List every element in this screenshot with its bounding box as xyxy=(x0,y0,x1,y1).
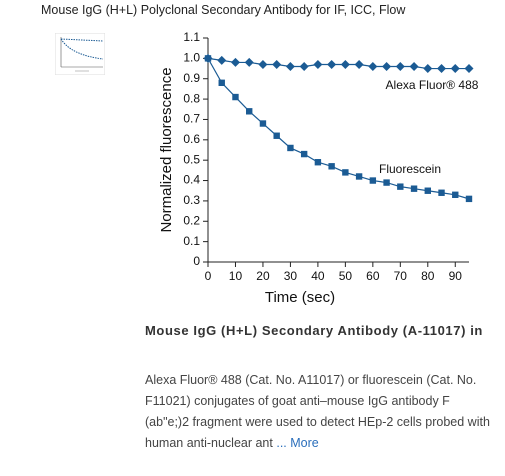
data-point xyxy=(450,64,460,74)
x-tick-label: 10 xyxy=(229,269,243,283)
y-tick-label: 0.8 xyxy=(183,91,200,105)
y-tick-label: 0.5 xyxy=(183,152,200,166)
data-point xyxy=(258,59,268,69)
data-point xyxy=(218,79,225,86)
y-tick-label: 0.1 xyxy=(183,234,200,248)
x-tick-label: 70 xyxy=(394,269,408,283)
thumbnail[interactable] xyxy=(55,33,105,75)
data-point xyxy=(300,150,308,158)
page-title: Mouse IgG (H+L) Polyclonal Secondary Ant… xyxy=(41,3,406,17)
caption-text: Alexa Fluor® 488 (Cat. No. A11017) or fl… xyxy=(145,370,495,454)
y-tick-label: 1.0 xyxy=(183,51,200,65)
y-tick-label: 0.3 xyxy=(183,193,200,207)
data-point xyxy=(230,57,240,67)
data-point xyxy=(397,183,404,190)
data-point xyxy=(382,62,392,72)
x-tick-label: 80 xyxy=(421,269,435,283)
data-point xyxy=(287,144,294,152)
data-point xyxy=(340,59,350,69)
data-point xyxy=(383,179,390,186)
data-point xyxy=(369,177,377,184)
data-point xyxy=(368,62,378,72)
data-point xyxy=(217,55,227,65)
data-point xyxy=(424,187,431,194)
x-tick-label: 90 xyxy=(449,269,463,283)
data-point xyxy=(452,191,459,198)
data-point xyxy=(437,64,447,74)
x-tick-label: 40 xyxy=(311,269,325,283)
data-point xyxy=(423,64,433,74)
data-point xyxy=(354,59,364,69)
data-point xyxy=(246,108,253,115)
y-axis-title: Normalized fluorescence xyxy=(158,67,175,232)
y-tick-label: 0.2 xyxy=(183,213,200,227)
y-tick-label: 0.4 xyxy=(183,173,200,187)
y-tick-label: 1.1 xyxy=(183,30,200,44)
data-point xyxy=(314,159,322,166)
more-link[interactable]: ... More xyxy=(276,436,319,450)
data-point xyxy=(465,195,473,203)
data-point xyxy=(328,163,335,170)
data-point xyxy=(313,59,323,69)
data-point xyxy=(409,62,419,72)
data-point xyxy=(355,173,363,180)
data-point xyxy=(244,57,254,67)
data-point xyxy=(272,59,282,69)
x-tick-label: 20 xyxy=(256,269,270,283)
y-tick-label: 0.7 xyxy=(183,112,200,126)
data-point xyxy=(204,55,212,62)
x-axis-title: Time (sec) xyxy=(265,289,335,306)
y-tick-label: 0.9 xyxy=(183,71,200,85)
data-point xyxy=(410,185,418,192)
data-point xyxy=(299,62,309,72)
data-point xyxy=(232,93,239,101)
y-tick-label: 0.6 xyxy=(183,132,200,146)
data-point xyxy=(395,62,405,72)
data-point xyxy=(342,169,349,176)
description: Alexa Fluor® 488 (Cat. No. A11017) or fl… xyxy=(145,373,490,450)
data-point xyxy=(273,132,280,139)
x-tick-label: 60 xyxy=(366,269,380,283)
x-tick-label: 50 xyxy=(339,269,353,283)
data-point xyxy=(259,120,267,127)
x-tick-label: 0 xyxy=(205,269,212,283)
series-label: Fluorescein xyxy=(379,162,441,176)
data-point xyxy=(438,189,445,196)
caption-title: Mouse IgG (H+L) Secondary Antibody (A-11… xyxy=(145,323,483,338)
data-point xyxy=(285,62,295,72)
data-point xyxy=(327,59,337,69)
series-label: Alexa Fluor® 488 xyxy=(386,78,479,92)
data-point xyxy=(464,64,474,74)
chart: Time (sec) Normalized fluorescence 0 0.1 0… xyxy=(158,30,479,306)
x-tick-label: 30 xyxy=(284,269,298,283)
y-tick-label: 0 xyxy=(193,254,200,268)
